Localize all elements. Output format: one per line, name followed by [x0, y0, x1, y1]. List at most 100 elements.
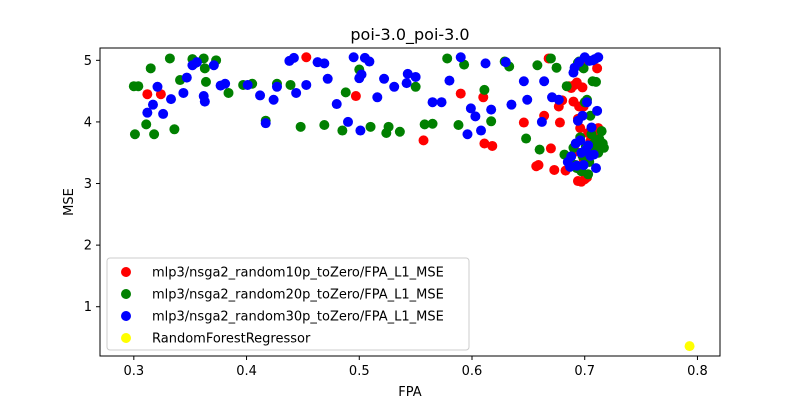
data-point-series-2 — [285, 79, 296, 90]
data-point-series-3 — [500, 57, 511, 68]
data-point-series-3 — [536, 116, 547, 127]
points-layer — [128, 52, 695, 352]
x-tick-label: 0.4 — [236, 364, 257, 379]
data-point-series-3 — [436, 97, 447, 108]
y-axis: 1 2 3 4 5 — [84, 54, 100, 315]
data-point-series-3 — [539, 76, 550, 87]
data-point-series-3 — [389, 81, 400, 92]
y-tick-label: 3 — [84, 177, 92, 192]
data-point-series-2 — [410, 81, 421, 92]
data-point-series-2 — [598, 142, 609, 153]
data-point-series-3 — [220, 78, 231, 89]
data-point-series-3 — [480, 58, 491, 69]
data-point-series-2 — [486, 116, 497, 127]
data-point-series-3 — [268, 94, 279, 105]
data-point-series-2 — [419, 119, 430, 130]
data-point-series-2 — [442, 53, 453, 64]
data-point-series-3 — [427, 97, 438, 108]
data-point-series-3 — [191, 57, 202, 68]
data-point-series-1 — [487, 140, 498, 151]
data-point-series-3 — [444, 75, 455, 86]
legend-box — [106, 257, 470, 351]
data-point-series-3 — [260, 118, 271, 129]
data-point-series-1 — [142, 89, 153, 100]
data-point-series-3 — [577, 110, 588, 121]
data-point-series-3 — [553, 94, 564, 105]
data-point-series-3 — [178, 87, 189, 98]
data-point-series-3 — [355, 125, 366, 136]
legend-marker — [121, 267, 131, 277]
data-point-series-2 — [583, 169, 594, 180]
x-axis: 0.3 0.4 0.5 0.6 0.7 0.8 — [123, 356, 708, 379]
chart-title: poi-3.0_poi-3.0 — [350, 25, 469, 45]
data-point-series-3 — [402, 68, 413, 79]
data-point-series-2 — [394, 126, 405, 137]
data-point-series-3 — [575, 135, 586, 146]
data-point-series-3 — [518, 76, 529, 87]
data-point-series-3 — [142, 107, 153, 118]
data-point-series-2 — [534, 144, 545, 155]
data-point-series-2 — [561, 81, 572, 92]
x-tick-label: 0.7 — [574, 364, 595, 379]
data-point-series-3 — [593, 52, 604, 63]
data-point-series-3 — [147, 99, 158, 110]
data-point-series-3 — [322, 73, 333, 84]
y-axis-label: MSE — [62, 188, 77, 216]
data-point-series-1 — [533, 160, 544, 171]
data-point-series-3 — [506, 99, 517, 110]
legend-marker — [121, 289, 131, 299]
data-point-series-3 — [486, 104, 497, 115]
data-point-series-2 — [545, 53, 556, 64]
data-point-series-2 — [200, 76, 211, 87]
data-point-series-1 — [479, 138, 490, 149]
data-point-series-1 — [518, 117, 529, 128]
data-point-series-1 — [554, 117, 565, 128]
data-point-series-4 — [684, 341, 695, 352]
data-point-series-2 — [129, 129, 140, 140]
data-point-series-3 — [465, 103, 476, 114]
data-point-series-3 — [566, 151, 577, 162]
data-point-series-3 — [152, 81, 163, 92]
data-point-series-3 — [158, 108, 169, 119]
y-tick-label: 4 — [84, 115, 92, 130]
legend-marker — [121, 311, 131, 321]
data-point-series-2 — [133, 81, 144, 92]
x-tick-label: 0.6 — [462, 364, 483, 379]
data-point-series-3 — [319, 58, 330, 69]
data-point-series-1 — [478, 92, 489, 103]
data-point-series-1 — [455, 88, 466, 99]
data-point-series-1 — [301, 52, 312, 63]
data-point-series-2 — [164, 53, 175, 64]
data-point-series-3 — [331, 99, 342, 110]
data-point-series-3 — [372, 92, 383, 103]
data-point-series-2 — [453, 120, 464, 130]
data-point-series-3 — [586, 122, 597, 133]
data-point-series-2 — [340, 87, 351, 98]
data-point-series-2 — [149, 129, 160, 140]
data-point-series-1 — [549, 164, 560, 175]
legend-label: mlp3/nsga2_random10p_toZero/FPA_L1_MSE — [152, 266, 444, 281]
data-point-series-3 — [348, 52, 359, 63]
data-point-series-2 — [141, 119, 152, 130]
data-point-series-2 — [319, 120, 330, 130]
x-tick-label: 0.3 — [123, 364, 144, 379]
data-point-series-3 — [462, 129, 473, 140]
data-point-series-3 — [578, 160, 589, 171]
y-tick-label: 5 — [84, 54, 92, 69]
data-point-series-3 — [181, 72, 192, 83]
data-point-series-2 — [295, 121, 306, 132]
data-point-series-1 — [545, 143, 556, 154]
data-point-series-3 — [242, 79, 253, 90]
legend-label: mlp3/nsga2_random30p_toZero/FPA_L1_MSE — [152, 310, 444, 325]
data-point-series-2 — [337, 125, 348, 136]
data-point-series-2 — [365, 121, 376, 132]
data-point-series-2 — [479, 84, 490, 95]
legend-marker — [121, 333, 131, 343]
data-point-series-3 — [592, 105, 603, 116]
x-tick-label: 0.8 — [687, 364, 708, 379]
data-point-series-1 — [350, 91, 361, 102]
data-point-series-3 — [591, 163, 601, 174]
data-point-series-2 — [427, 118, 438, 129]
data-point-series-3 — [291, 87, 302, 98]
